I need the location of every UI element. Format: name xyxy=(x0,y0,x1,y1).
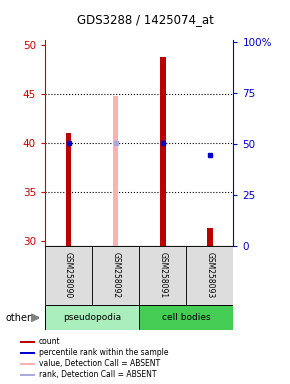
Text: count: count xyxy=(39,337,60,346)
Text: percentile rank within the sample: percentile rank within the sample xyxy=(39,348,168,357)
Bar xyxy=(20,352,35,354)
Bar xyxy=(20,362,35,365)
Text: other: other xyxy=(6,313,32,323)
Text: value, Detection Call = ABSENT: value, Detection Call = ABSENT xyxy=(39,359,160,368)
Bar xyxy=(66,133,71,246)
Text: pseudopodia: pseudopodia xyxy=(63,313,121,322)
Text: cell bodies: cell bodies xyxy=(162,313,211,322)
Polygon shape xyxy=(31,314,39,321)
Bar xyxy=(207,228,213,246)
Bar xyxy=(186,246,233,305)
Text: GSM258092: GSM258092 xyxy=(111,252,120,299)
Text: GSM258093: GSM258093 xyxy=(205,252,214,299)
Text: GSM258090: GSM258090 xyxy=(64,252,73,299)
Bar xyxy=(139,246,186,305)
Bar xyxy=(139,305,233,330)
Bar xyxy=(45,305,139,330)
Text: GDS3288 / 1425074_at: GDS3288 / 1425074_at xyxy=(77,13,213,26)
Bar xyxy=(20,374,35,376)
Bar xyxy=(45,246,92,305)
Text: rank, Detection Call = ABSENT: rank, Detection Call = ABSENT xyxy=(39,370,156,379)
Bar xyxy=(113,96,119,246)
Bar xyxy=(160,57,166,246)
Text: GSM258091: GSM258091 xyxy=(158,252,167,299)
Bar xyxy=(20,341,35,343)
Bar xyxy=(92,246,139,305)
